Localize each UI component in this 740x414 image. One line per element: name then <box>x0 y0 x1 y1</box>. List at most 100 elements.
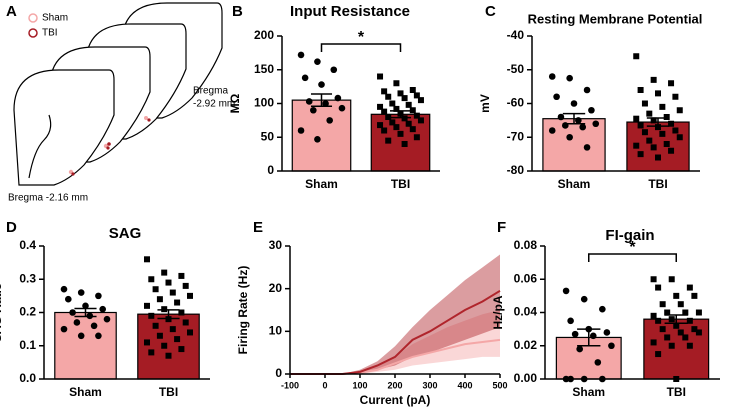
data-point <box>668 316 675 323</box>
data-point <box>385 137 392 144</box>
data-point <box>594 359 602 366</box>
data-point <box>338 104 346 112</box>
data-point <box>60 285 68 293</box>
data-point <box>668 276 675 283</box>
x-tick-label: 300 <box>422 380 437 390</box>
data-point <box>326 117 333 124</box>
data-point <box>548 127 556 134</box>
y-axis-label: MΩ <box>228 93 242 113</box>
panel-label: C <box>485 3 496 20</box>
data-point <box>165 279 172 286</box>
data-point <box>553 93 560 101</box>
data-point <box>561 122 569 129</box>
error-bar <box>310 93 333 107</box>
data-point <box>73 319 81 326</box>
data-point <box>592 120 600 128</box>
data-point <box>567 317 574 325</box>
data-point <box>417 97 424 104</box>
data-point <box>417 117 424 124</box>
data-point <box>165 352 172 359</box>
x-tick-label: Sham <box>558 177 591 191</box>
data-point <box>664 334 671 341</box>
data-point <box>401 95 408 102</box>
data-point <box>186 292 193 299</box>
brain-slice <box>13 69 115 186</box>
data-point <box>397 130 404 137</box>
data-point <box>389 100 396 107</box>
data-point <box>90 322 98 330</box>
data-point <box>575 117 582 124</box>
data-point <box>641 129 648 136</box>
y-tick-label: 0.08 <box>514 238 538 252</box>
x-tick-label: TBI <box>667 385 686 399</box>
data-point <box>186 329 193 336</box>
data-point <box>677 329 684 336</box>
bar <box>137 313 200 380</box>
y-tick-label: -40 <box>507 28 525 42</box>
data-point <box>60 325 68 333</box>
data-point <box>377 122 384 129</box>
data-point <box>557 113 565 121</box>
y-tick-label: 150 <box>254 62 274 76</box>
data-point <box>95 332 102 340</box>
data-point <box>686 342 693 349</box>
panel-label: B <box>232 3 243 20</box>
data-point <box>691 292 698 299</box>
data-point <box>389 119 396 126</box>
data-point <box>663 141 670 147</box>
data-point <box>334 94 342 102</box>
y-tick-label: 0 <box>267 163 274 177</box>
data-point <box>144 302 151 309</box>
data-point <box>152 286 159 293</box>
data-point <box>413 112 420 119</box>
data-point <box>182 282 189 289</box>
data-point <box>148 276 155 283</box>
data-point <box>580 295 588 303</box>
data-point <box>301 74 309 82</box>
data-point <box>144 256 151 263</box>
data-point <box>646 110 653 117</box>
panel-label: F <box>497 219 506 236</box>
panel-label: A <box>6 3 17 20</box>
y-tick-label: -50 <box>507 62 525 76</box>
data-point <box>659 326 666 333</box>
y-axis-label: Hz/pA <box>491 295 505 329</box>
data-point <box>413 92 420 99</box>
data-point <box>77 332 85 340</box>
data-point <box>608 342 615 350</box>
y-tick-label: 0.0 <box>19 371 36 385</box>
data-point <box>664 309 671 316</box>
data-point <box>659 103 666 110</box>
data-point <box>646 137 653 144</box>
data-point <box>673 292 680 299</box>
data-point <box>178 272 185 279</box>
y-tick-label: 0.04 <box>514 305 538 319</box>
data-point <box>156 296 163 303</box>
x-tick-label: Sham <box>305 177 338 191</box>
data-point <box>86 312 94 320</box>
chart-title: Input Resistance <box>290 3 410 20</box>
data-point <box>413 134 420 141</box>
x-tick-label: 200 <box>387 380 402 390</box>
data-point <box>668 342 675 349</box>
data-point <box>178 309 185 316</box>
y-axis-label: Firing Rate (Hz) <box>236 266 250 355</box>
data-point <box>322 100 329 107</box>
data-point <box>152 322 159 329</box>
data-point <box>677 301 684 308</box>
y-tick-label: 20 <box>269 281 283 295</box>
data-point <box>682 309 689 316</box>
data-point <box>686 317 693 324</box>
annotation: Bregma <box>193 86 228 97</box>
data-point <box>144 339 151 346</box>
data-point <box>655 351 662 358</box>
data-point <box>305 98 313 105</box>
y-tick-label: -70 <box>507 129 525 143</box>
data-point <box>377 103 384 110</box>
data-point <box>650 276 657 283</box>
data-point <box>566 74 573 82</box>
data-point <box>633 53 640 60</box>
data-point <box>393 124 400 131</box>
data-point <box>663 114 670 120</box>
